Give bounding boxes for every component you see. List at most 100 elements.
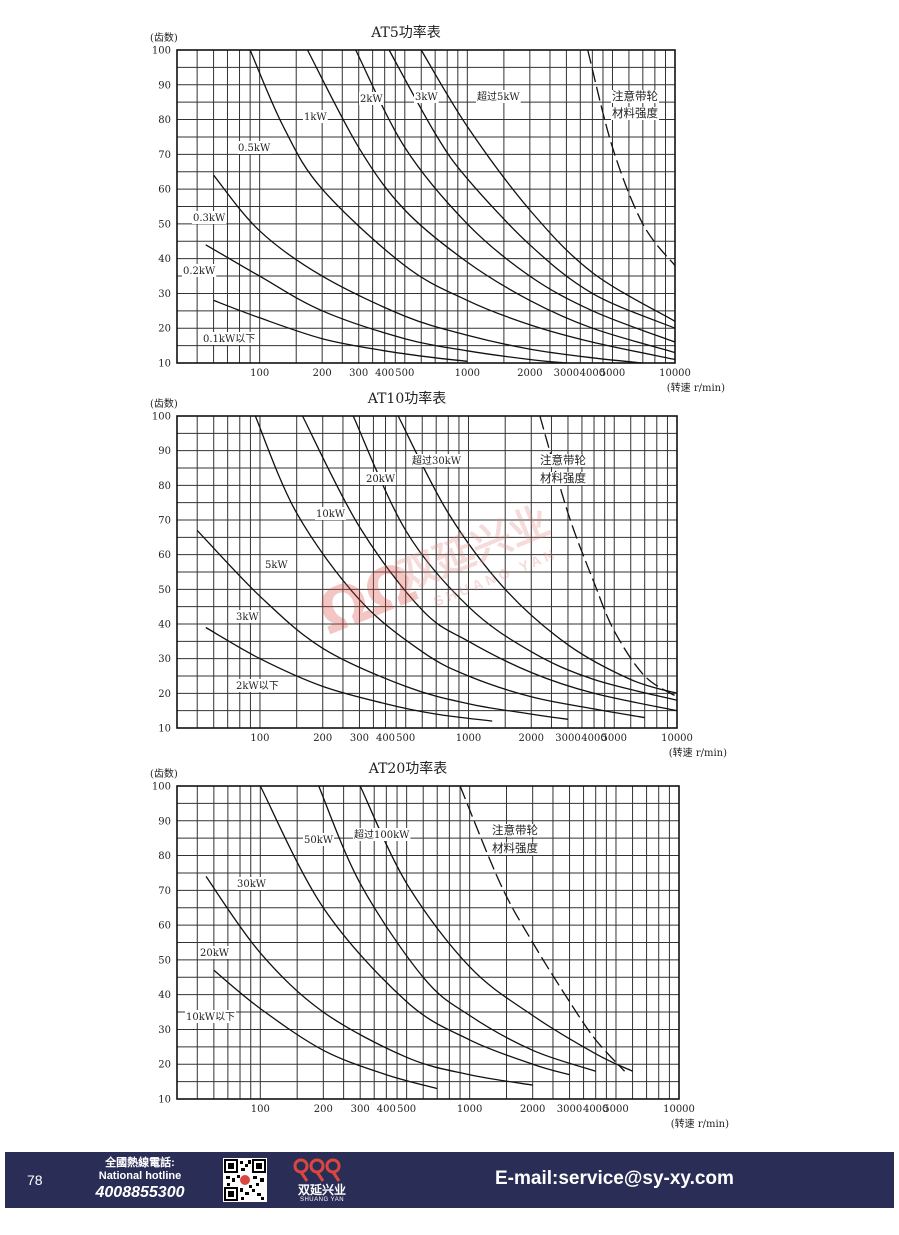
brand-logo: 双延兴业 SHUANG YAN bbox=[289, 1156, 355, 1204]
series-line bbox=[306, 49, 676, 354]
series-line bbox=[205, 626, 493, 722]
y-tick-label: 40 bbox=[158, 254, 171, 265]
x-tick-label: 3000 bbox=[555, 733, 580, 744]
x-tick-label: 10000 bbox=[659, 368, 691, 379]
x-tick-label: 500 bbox=[397, 1104, 416, 1115]
series-line bbox=[318, 785, 596, 1072]
curve-label: 材料强度 bbox=[540, 471, 586, 485]
label-bg bbox=[303, 833, 335, 846]
x-tick-label: 300 bbox=[349, 368, 368, 379]
y-tick-label: 20 bbox=[158, 689, 171, 700]
series-line bbox=[388, 49, 676, 329]
series-line bbox=[259, 785, 570, 1076]
curve-label: 材料强度 bbox=[612, 106, 658, 120]
hotline-block: 全國熱線電話: National hotline 4008855300 bbox=[73, 1157, 207, 1203]
curve-label: 20kW bbox=[200, 948, 230, 959]
x-axis-label: (转速 r/min) bbox=[671, 1117, 729, 1130]
x-tick-label: 3000 bbox=[554, 368, 579, 379]
y-tick-label: 30 bbox=[158, 654, 171, 665]
x-tick-label: 200 bbox=[313, 368, 332, 379]
y-tick-label: 80 bbox=[158, 115, 171, 126]
curve-label: 超过30kW bbox=[412, 454, 462, 467]
x-tick-label: 10000 bbox=[661, 733, 693, 744]
x-axis-label: (转速 r/min) bbox=[669, 746, 727, 759]
label-bg bbox=[491, 824, 539, 837]
page-number: 78 bbox=[27, 1172, 43, 1188]
y-tick-label: 50 bbox=[158, 219, 171, 230]
brand-name-en: SHUANG YAN bbox=[299, 1197, 345, 1203]
y-tick-label: 60 bbox=[158, 185, 171, 196]
curve-label: 超过5kW bbox=[477, 90, 520, 103]
curve-label: 1kW bbox=[304, 112, 327, 123]
footer-bar: 78 全國熱線電話: National hotline 4008855300 bbox=[5, 1152, 894, 1208]
y-axis-label: (齿数) bbox=[150, 397, 178, 410]
curve-label: 注意带轮 bbox=[492, 823, 538, 837]
x-tick-label: 300 bbox=[351, 1104, 370, 1115]
x-tick-label: 10000 bbox=[663, 1104, 695, 1115]
curve-label: 50kW bbox=[304, 835, 334, 846]
label-bg bbox=[182, 264, 217, 277]
curve-label: 注意带轮 bbox=[612, 89, 658, 103]
x-tick-label: 500 bbox=[395, 368, 414, 379]
series-line bbox=[249, 49, 676, 361]
curve-label: 2kW bbox=[360, 94, 383, 105]
label-bg bbox=[236, 877, 268, 890]
y-axis-label: (齿数) bbox=[150, 31, 178, 44]
x-tick-label: 100 bbox=[250, 733, 269, 744]
y-tick-label: 100 bbox=[152, 412, 171, 423]
x-tick-label: 300 bbox=[350, 733, 369, 744]
label-bg bbox=[235, 679, 280, 692]
curve-label: 5kW bbox=[265, 560, 288, 571]
y-tick-label: 80 bbox=[158, 851, 171, 862]
x-tick-label: 2000 bbox=[519, 733, 544, 744]
label-bg bbox=[315, 507, 347, 520]
y-tick-label: 20 bbox=[158, 324, 171, 335]
curve-label: 材料强度 bbox=[492, 841, 538, 855]
x-tick-label: 5000 bbox=[600, 368, 625, 379]
y-tick-label: 90 bbox=[158, 816, 171, 827]
y-tick-label: 70 bbox=[158, 886, 171, 897]
y-tick-label: 10 bbox=[158, 1095, 171, 1106]
series-line bbox=[254, 415, 645, 719]
x-tick-label: 500 bbox=[396, 733, 415, 744]
brand-name-cn: 双延兴业 bbox=[297, 1183, 346, 1197]
curve-label: 0.2kW bbox=[183, 266, 216, 277]
series-line bbox=[213, 174, 643, 364]
chart-0: AT5功率表 (齿数) (转速 r/min) 10 20 30 40 50 60 70 80 90 10… bbox=[150, 24, 725, 394]
x-tick-label: 400 bbox=[376, 733, 395, 744]
series-line bbox=[213, 969, 438, 1090]
y-tick-label: 10 bbox=[158, 359, 171, 370]
label-bg bbox=[192, 211, 227, 224]
curve-label: 0.3kW bbox=[193, 213, 226, 224]
y-tick-label: 50 bbox=[158, 585, 171, 596]
series-line bbox=[397, 415, 678, 694]
power-charts-svg: AT5功率表 (齿数) (转速 r/min) 10 20 30 40 50 60 70 80 90 10… bbox=[150, 24, 729, 1130]
label-bg bbox=[303, 110, 328, 123]
x-axis-label: (转速 r/min) bbox=[667, 381, 725, 394]
y-tick-label: 80 bbox=[158, 481, 171, 492]
x-tick-label: 1000 bbox=[456, 733, 481, 744]
charts-area: AT5功率表 (齿数) (转速 r/min) 10 20 30 40 50 60 70 80 90 10… bbox=[150, 24, 729, 1130]
y-tick-label: 40 bbox=[158, 990, 171, 1001]
series-line bbox=[420, 49, 676, 322]
x-tick-label: 4000 bbox=[581, 733, 606, 744]
plot-frame bbox=[176, 49, 676, 364]
y-tick-label: 20 bbox=[158, 1060, 171, 1071]
y-tick-label: 40 bbox=[158, 620, 171, 631]
label-bg bbox=[411, 454, 463, 467]
curve-label: 3kW bbox=[236, 612, 259, 623]
series-line bbox=[205, 244, 567, 364]
series-line bbox=[213, 299, 468, 362]
series-line bbox=[205, 876, 533, 1086]
x-tick-label: 1000 bbox=[457, 1104, 482, 1115]
x-tick-label: 2000 bbox=[517, 368, 542, 379]
plot-frame bbox=[176, 785, 680, 1100]
label-bg bbox=[202, 332, 257, 345]
label-bg bbox=[185, 1010, 237, 1023]
y-axis-label: (齿数) bbox=[150, 767, 178, 780]
y-tick-label: 30 bbox=[158, 289, 171, 300]
label-bg bbox=[359, 92, 384, 105]
x-tick-label: 4000 bbox=[583, 1104, 608, 1115]
label-bg bbox=[539, 454, 587, 467]
y-tick-label: 100 bbox=[152, 46, 171, 57]
